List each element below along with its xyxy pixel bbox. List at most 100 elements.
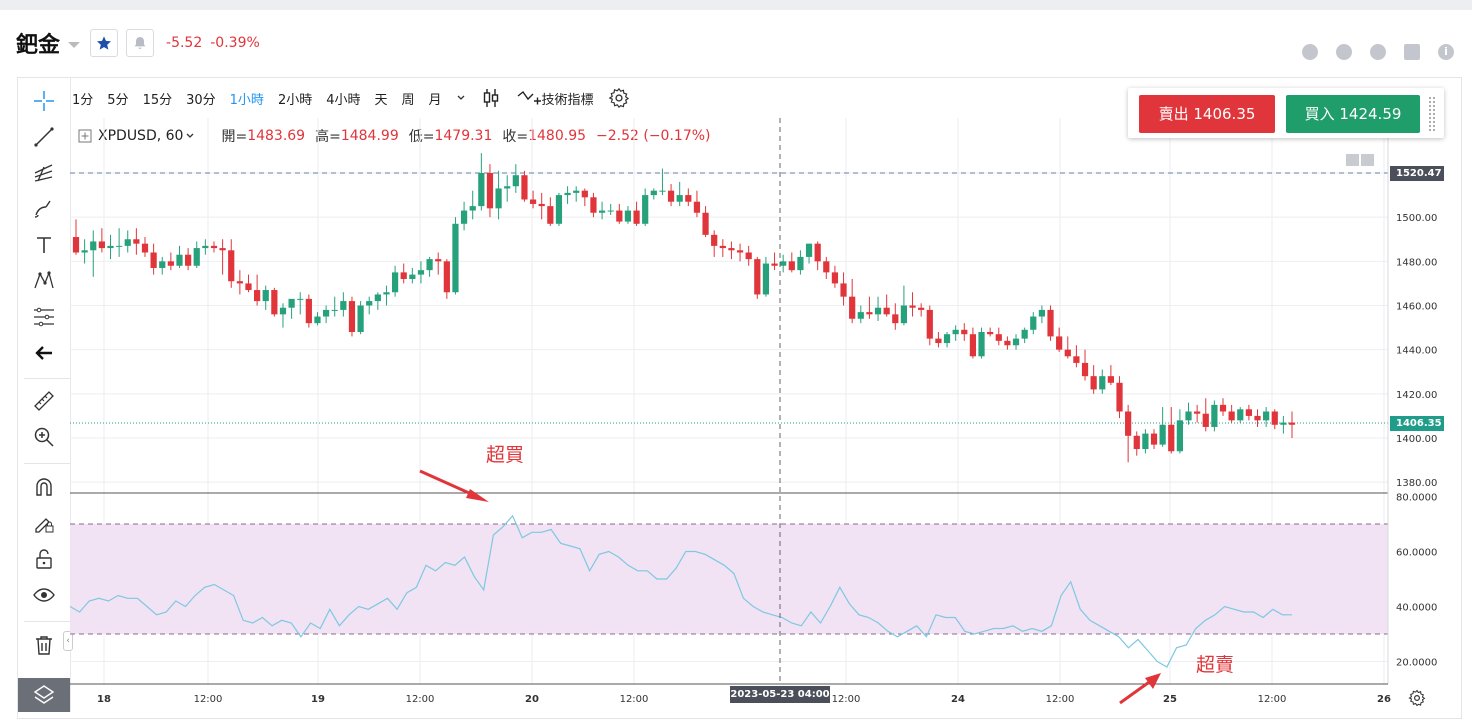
- compass-icon[interactable]: [1336, 44, 1352, 60]
- timeframe-30m[interactable]: 30分: [186, 92, 216, 108]
- collapse-toolbar-chevron-icon[interactable]: ‹: [63, 631, 73, 651]
- change-pct: -0.39%: [210, 35, 260, 51]
- candle: [573, 186, 580, 202]
- scale-toggle[interactable]: [1346, 154, 1376, 166]
- alert-bell-icon[interactable]: [126, 29, 155, 57]
- time-tick-label: 12:00: [832, 694, 861, 705]
- lock-drawing-icon[interactable]: [18, 508, 70, 538]
- magnet-icon[interactable]: [18, 472, 70, 502]
- timeframe-5m[interactable]: 5分: [107, 92, 129, 108]
- candle: [1245, 404, 1252, 421]
- low-value: 1479.31: [434, 128, 493, 144]
- symbol-chevron-icon[interactable]: [185, 131, 195, 141]
- change-abs: -5.52: [166, 35, 203, 51]
- candle: [529, 190, 537, 209]
- top-toolbar: 1分 5分 15分 30分 1小時 2小時 4小時 天 周 月 技術指標: [72, 86, 646, 110]
- ruler-icon[interactable]: [18, 386, 70, 416]
- timeframe-month[interactable]: 月: [428, 92, 442, 108]
- time-tick-label: 20: [525, 694, 539, 705]
- candle-style-icon[interactable]: [482, 88, 500, 108]
- trend-line-icon[interactable]: [18, 122, 70, 152]
- legend-symbol[interactable]: XPDUSD, 60: [98, 128, 184, 144]
- back-arrow-icon[interactable]: [18, 338, 70, 368]
- candle: [90, 230, 97, 277]
- candle: [943, 332, 951, 348]
- price-tick-label: 1500.00: [1396, 213, 1437, 224]
- symbol-dropdown-chevron-icon[interactable]: [68, 42, 81, 48]
- candle: [538, 192, 545, 220]
- candle: [357, 301, 364, 335]
- sell-button[interactable]: 賣出 1406.35: [1139, 95, 1275, 133]
- candle: [322, 305, 330, 324]
- overbought-label: 超買: [486, 444, 525, 466]
- candle: [1254, 409, 1261, 427]
- pattern-icon[interactable]: [18, 266, 70, 296]
- unlock-icon[interactable]: [18, 544, 70, 574]
- timeframe-15m[interactable]: 15分: [142, 92, 173, 108]
- zoom-icon[interactable]: [18, 422, 70, 452]
- crosshair-icon[interactable]: [18, 86, 70, 116]
- candle: [236, 270, 243, 295]
- scale-down-icon[interactable]: [1346, 154, 1359, 166]
- fib-retracement-icon[interactable]: [18, 302, 70, 332]
- drag-handle-icon[interactable]: [1428, 96, 1436, 132]
- info-icon[interactable]: i: [1438, 44, 1454, 60]
- candle: [969, 327, 977, 359]
- eye-icon[interactable]: [18, 580, 70, 610]
- scale-up-icon[interactable]: [1361, 154, 1374, 166]
- candle: [1073, 345, 1080, 368]
- ohlc-legend: XPDUSD, 60 開= 1483.69 高= 1484.99 低= 1479.31…: [78, 126, 711, 146]
- timeframe-chevron-down-icon[interactable]: [456, 93, 466, 103]
- candle: [598, 201, 606, 220]
- chart-settings-gear-icon[interactable]: [1408, 689, 1426, 711]
- candle: [460, 201, 468, 231]
- candle: [1219, 398, 1227, 416]
- candle: [831, 265, 839, 288]
- candle: [978, 327, 985, 359]
- candle: [883, 294, 890, 317]
- oversold-arrow: [1119, 678, 1153, 705]
- candle: [1021, 327, 1028, 344]
- candle: [1263, 407, 1270, 427]
- buy-button[interactable]: 買入 1424.59: [1286, 95, 1420, 133]
- settings-gear-icon[interactable]: [608, 87, 630, 109]
- candle: [107, 234, 114, 260]
- time-tick-label: 18: [97, 694, 111, 705]
- candle: [1004, 336, 1011, 350]
- indicators-button[interactable]: 技術指標: [516, 88, 594, 108]
- candle: [866, 296, 873, 319]
- calendar-icon[interactable]: [1404, 44, 1420, 60]
- price-tick-label: 1400.00: [1396, 434, 1437, 445]
- oversold-label: 超賣: [1196, 654, 1235, 676]
- price-tick-label: 1480.00: [1396, 257, 1437, 268]
- candle: [676, 181, 683, 207]
- text-tool-icon[interactable]: [18, 230, 70, 260]
- trade-panel: 賣出 1406.35 買入 1424.59: [1128, 88, 1444, 138]
- timeframe-2h[interactable]: 2小時: [277, 92, 313, 108]
- favorite-star-icon[interactable]: [90, 29, 119, 57]
- candle: [340, 292, 347, 317]
- candle: [443, 259, 450, 299]
- trash-icon[interactable]: [18, 630, 70, 660]
- timeframe-week[interactable]: 周: [401, 92, 415, 108]
- pie-chart-icon[interactable]: [1302, 44, 1318, 60]
- candle: [564, 186, 571, 204]
- timeframe-1h[interactable]: 1小時: [229, 92, 264, 108]
- timeframe-4h[interactable]: 4小時: [326, 92, 361, 108]
- rsi-line: [69, 514, 1292, 668]
- brush-icon[interactable]: [18, 194, 70, 224]
- pitchfork-icon[interactable]: [18, 158, 70, 188]
- candle: [961, 323, 968, 341]
- candle: [314, 312, 321, 326]
- overbought-arrow-head: [466, 489, 489, 502]
- add-symbol-icon[interactable]: [78, 129, 92, 143]
- candle: [228, 239, 235, 288]
- layers-icon[interactable]: [18, 678, 70, 712]
- timeframe-day[interactable]: 天: [374, 92, 388, 108]
- timeframe-1m[interactable]: 1分: [72, 92, 94, 108]
- clock-icon[interactable]: [1370, 44, 1386, 60]
- oversold-arrow-head: [1145, 673, 1161, 689]
- candle: [1211, 400, 1218, 432]
- rsi-tick-label: 60.0000: [1396, 548, 1437, 559]
